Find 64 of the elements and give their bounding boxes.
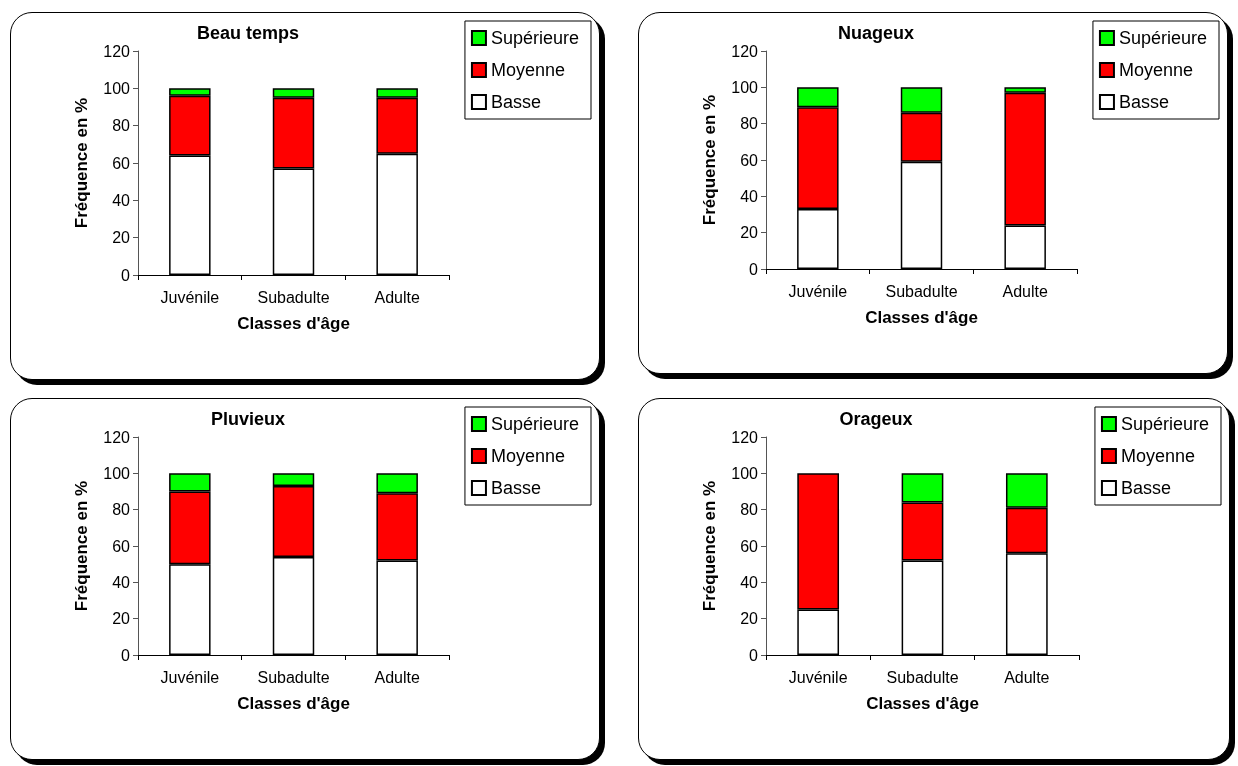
y-tick-label: 60 bbox=[112, 537, 131, 555]
y-tick-label: 100 bbox=[103, 79, 131, 97]
legend-label: Moyenne bbox=[490, 446, 565, 466]
x-axis-title: Classes d'âge bbox=[237, 314, 350, 333]
x-tick-label: Juvénile bbox=[788, 668, 848, 686]
y-tick-label: 0 bbox=[121, 266, 131, 284]
y-tick-label: 80 bbox=[740, 115, 759, 133]
chart-title: Pluvieux bbox=[210, 409, 286, 429]
legend-label: Supérieure bbox=[1118, 28, 1207, 48]
y-tick-label: 100 bbox=[103, 464, 131, 482]
x-axis-title: Classes d'âge bbox=[866, 694, 979, 713]
y-tick-label: 20 bbox=[740, 224, 759, 242]
legend-label: Supérieure bbox=[490, 414, 579, 434]
x-tick-label: Adulte bbox=[1004, 668, 1050, 686]
y-tick-label: 0 bbox=[121, 646, 131, 664]
x-axis-title: Classes d'âge bbox=[865, 308, 978, 327]
y-tick-label: 80 bbox=[112, 117, 131, 135]
y-tick-label: 120 bbox=[103, 42, 131, 60]
x-tick-label: Subadulte bbox=[886, 668, 959, 686]
x-tick-label: Juvénile bbox=[788, 282, 848, 300]
y-tick-label: 100 bbox=[731, 464, 759, 482]
x-tick-label: Juvénile bbox=[160, 288, 220, 306]
legend-label: Basse bbox=[490, 478, 541, 498]
y-axis-title: Fréquence en % bbox=[700, 480, 719, 612]
legend-label: Supérieure bbox=[490, 28, 579, 48]
y-tick-label: 40 bbox=[740, 187, 759, 205]
y-axis-title: Fréquence en % bbox=[72, 480, 91, 612]
legend-label: Moyenne bbox=[490, 60, 565, 80]
y-tick-label: 40 bbox=[112, 573, 131, 591]
legend-label: Supérieure bbox=[1120, 414, 1209, 434]
y-tick-label: 60 bbox=[112, 154, 131, 172]
chart-title: Beau temps bbox=[196, 23, 300, 43]
x-axis-title: Classes d'âge bbox=[237, 694, 350, 713]
x-tick-label: Adulte bbox=[374, 288, 420, 306]
x-tick-label: Subadulte bbox=[257, 288, 330, 306]
y-tick-label: 80 bbox=[112, 501, 131, 519]
y-tick-label: 20 bbox=[112, 610, 131, 628]
y-axis-title: Fréquence en % bbox=[72, 97, 91, 229]
y-tick-label: 40 bbox=[112, 191, 131, 209]
chart-title: Nuageux bbox=[837, 23, 915, 43]
y-tick-label: 0 bbox=[749, 260, 759, 278]
y-tick-label: 60 bbox=[740, 537, 759, 555]
y-tick-label: 100 bbox=[731, 78, 759, 96]
y-tick-label: 20 bbox=[112, 229, 131, 247]
x-tick-label: Adulte bbox=[1002, 282, 1048, 300]
legend-label: Basse bbox=[490, 92, 541, 112]
y-tick-label: 20 bbox=[740, 610, 759, 628]
y-tick-label: 0 bbox=[749, 646, 759, 664]
legend-label: Basse bbox=[1118, 92, 1169, 112]
chart-title: Orageux bbox=[839, 409, 913, 429]
x-tick-label: Juvénile bbox=[160, 668, 220, 686]
y-axis-title: Fréquence en % bbox=[700, 94, 719, 226]
y-tick-label: 120 bbox=[103, 428, 131, 446]
legend-label: Moyenne bbox=[1120, 446, 1195, 466]
y-tick-label: 40 bbox=[740, 573, 759, 591]
y-tick-label: 120 bbox=[731, 42, 759, 60]
y-tick-label: 120 bbox=[731, 428, 759, 446]
legend-label: Basse bbox=[1120, 478, 1171, 498]
y-tick-label: 80 bbox=[740, 501, 759, 519]
legend-label: Moyenne bbox=[1118, 60, 1193, 80]
y-tick-label: 60 bbox=[740, 151, 759, 169]
x-tick-label: Subadulte bbox=[257, 668, 330, 686]
x-tick-label: Adulte bbox=[374, 668, 420, 686]
x-tick-label: Subadulte bbox=[885, 282, 958, 300]
